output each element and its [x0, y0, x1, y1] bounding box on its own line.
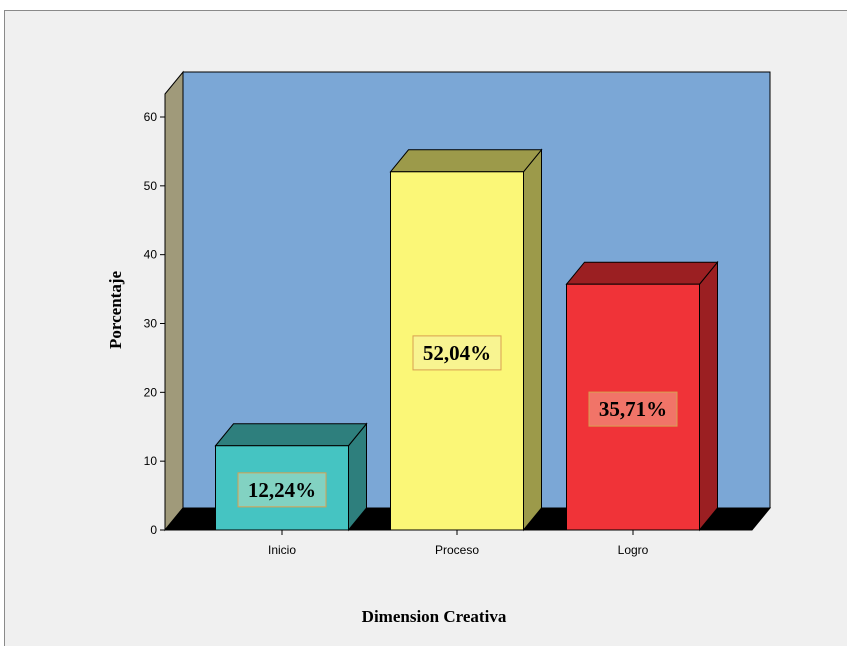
- data-label-box: [237, 472, 327, 508]
- x-axis: Inicio Proceso Logro: [268, 530, 649, 557]
- y-axis: 0 10 20 30 40 50 60: [144, 94, 166, 537]
- x-tick-label: Inicio: [268, 543, 296, 557]
- x-axis-title: Dimension Creativa: [362, 607, 507, 626]
- y-tick-label: 10: [144, 454, 158, 468]
- data-label: 52,04%: [423, 341, 491, 365]
- y-tick-label: 60: [144, 110, 158, 124]
- data-label: 35,71%: [599, 397, 667, 421]
- bar-logro: 35,71%: [565, 260, 719, 532]
- bar-inicio: 12,24%: [214, 422, 368, 532]
- x-tick-label: Proceso: [435, 543, 479, 557]
- bars: 12,24% 52,04% 35,71%: [214, 148, 719, 532]
- y-tick-label: 20: [144, 385, 158, 399]
- bar-top: [565, 261, 719, 285]
- bar-top: [214, 423, 368, 447]
- y-tick-label: 0: [150, 523, 157, 537]
- x-tick-label: Logro: [618, 543, 649, 557]
- data-label-box: [588, 391, 678, 427]
- data-label: 12,24%: [248, 478, 316, 502]
- bar-proceso: 52,04%: [389, 148, 543, 532]
- data-label-box: [412, 335, 502, 371]
- bar-side: [523, 148, 542, 532]
- y-tick-label: 40: [144, 248, 158, 262]
- y-axis-title: Porcentaje: [106, 271, 125, 349]
- y-tick-label: 50: [144, 179, 158, 193]
- bar-side: [699, 260, 718, 532]
- y-tick-label: 30: [144, 317, 158, 331]
- side-wall: [164, 70, 184, 532]
- bar-top: [389, 149, 543, 173]
